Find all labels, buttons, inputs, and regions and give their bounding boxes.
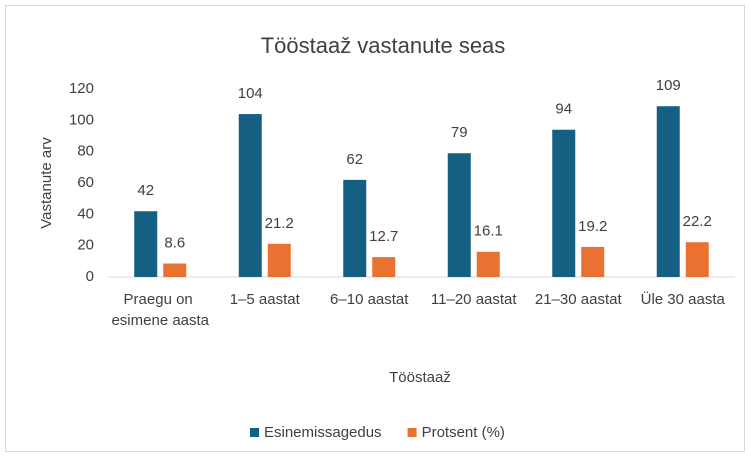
bar — [552, 129, 576, 277]
x-axis-label: Tööstaaž — [389, 369, 451, 386]
x-tick-label: 11–20 aastat — [431, 291, 517, 308]
data-label: 8.6 — [164, 234, 185, 251]
y-tick-label: 20 — [77, 237, 94, 254]
bar — [581, 246, 605, 277]
x-tick-label: Praegu on esimene aasta — [111, 291, 209, 329]
y-tick-label: 0 — [86, 268, 94, 285]
data-label: 42 — [137, 182, 154, 199]
bar — [267, 243, 291, 277]
x-tick-label: 21–30 aastat — [535, 291, 623, 308]
y-tick-label: 60 — [77, 174, 94, 191]
legend-swatch — [250, 428, 259, 437]
bar — [343, 179, 367, 277]
y-tick-label: 40 — [77, 205, 94, 222]
bar — [685, 242, 709, 277]
data-label: 19.2 — [578, 218, 607, 235]
x-tick-label: 1–5 aastat — [230, 291, 301, 308]
chart-frame — [5, 5, 745, 452]
data-label: 79 — [451, 124, 468, 141]
data-label: 22.2 — [683, 213, 712, 230]
legend-swatch — [407, 428, 417, 437]
x-tick-label: 6–10 aastat — [330, 291, 409, 308]
data-label: 12.7 — [369, 228, 398, 245]
legend-label: Protsent (%) — [422, 424, 505, 441]
legend-label: Esinemissagedus — [264, 424, 382, 441]
y-axis-label: Vastanute arv — [38, 137, 55, 229]
data-label: 62 — [346, 151, 363, 168]
bar — [447, 153, 471, 277]
bar — [163, 263, 187, 277]
y-tick-label: 120 — [69, 80, 94, 97]
bar — [476, 251, 500, 277]
data-label: 21.2 — [265, 215, 294, 232]
bar — [134, 211, 158, 277]
x-tick-label: Üle 30 aasta — [641, 290, 726, 308]
y-tick-label: 100 — [69, 111, 94, 128]
bar — [656, 106, 680, 277]
chart-title: Tööstaaž vastanute seas — [261, 33, 506, 58]
bar — [372, 257, 396, 277]
bar — [238, 114, 262, 277]
data-label: 94 — [555, 101, 572, 118]
data-label: 109 — [656, 77, 681, 94]
data-label: 16.1 — [474, 223, 503, 240]
y-tick-label: 80 — [77, 143, 94, 160]
data-label: 104 — [238, 85, 263, 102]
